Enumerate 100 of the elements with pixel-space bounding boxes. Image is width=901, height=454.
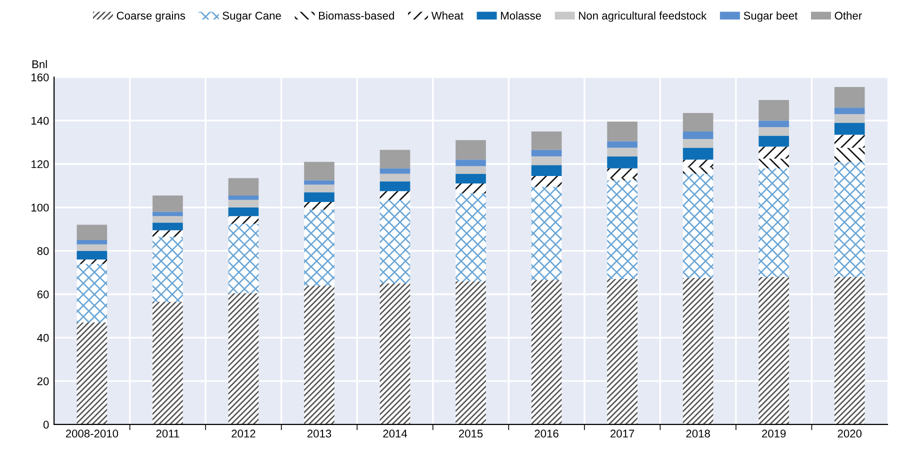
bar <box>607 148 638 156</box>
x-tick-label: 2008-2010 <box>66 430 118 438</box>
bar <box>758 146 789 159</box>
legend-label: Biomass-based <box>319 11 394 20</box>
bar <box>834 114 865 123</box>
bar <box>228 216 259 224</box>
bar <box>380 283 410 424</box>
legend-label: Non agricultural feedstock <box>579 11 707 22</box>
bar <box>834 122 865 135</box>
bar <box>607 279 638 424</box>
bar <box>834 162 865 277</box>
bar <box>456 193 486 282</box>
y-tick-label: 120 <box>32 160 49 168</box>
bar <box>682 131 714 140</box>
bar <box>76 250 108 260</box>
bar <box>758 158 789 168</box>
bar <box>456 184 486 194</box>
y-tick-label: 20 <box>37 377 49 386</box>
bar <box>152 216 183 223</box>
x-tick-label: 2019 <box>762 430 786 438</box>
bar <box>758 100 789 121</box>
bar <box>682 160 714 168</box>
bar <box>152 195 183 212</box>
bar <box>456 174 486 184</box>
x-tick-label: 2014 <box>383 430 408 438</box>
bar <box>152 212 183 216</box>
bar <box>758 168 789 277</box>
bar <box>152 236 183 302</box>
y-tick-label: 0 <box>43 420 49 429</box>
bar <box>758 136 789 147</box>
x-tick-label: 2020 <box>838 430 862 438</box>
x-tick-label: 2011 <box>156 430 180 438</box>
bar <box>380 191 410 200</box>
bar <box>304 180 334 185</box>
bar <box>228 200 259 208</box>
bar <box>228 224 259 294</box>
legend-label: Other <box>834 11 862 20</box>
y-tick-label: 80 <box>37 247 49 255</box>
bar <box>834 134 865 148</box>
bar <box>682 112 714 132</box>
bar <box>531 131 562 150</box>
bar <box>531 280 562 424</box>
bar <box>76 224 108 240</box>
bar <box>228 178 259 196</box>
bar <box>531 165 562 176</box>
bar <box>456 140 486 160</box>
x-tick-label: 2018 <box>686 430 710 438</box>
bar <box>682 174 714 278</box>
bar <box>834 108 865 114</box>
bar <box>682 148 714 160</box>
bar <box>228 293 259 424</box>
y-tick-label: 60 <box>37 290 49 298</box>
bar <box>76 240 108 244</box>
legend-label: Sugar Cane <box>222 12 281 22</box>
bar <box>682 139 714 148</box>
bar <box>76 264 108 322</box>
bar <box>682 278 714 424</box>
bar <box>380 181 410 192</box>
bar <box>380 200 410 284</box>
x-tick-label: 2013 <box>307 430 332 438</box>
bar <box>152 222 183 230</box>
legend-label: Wheat <box>431 11 464 20</box>
x-tick-label: 2015 <box>458 430 483 438</box>
y-axis-title: Bnl <box>32 60 47 68</box>
bar <box>152 302 183 424</box>
y-tick-label: 160 <box>32 73 49 82</box>
bar <box>758 120 789 128</box>
legend-label: Molasse <box>501 11 541 20</box>
bar <box>76 322 108 424</box>
x-tick-label: 2017 <box>610 430 634 438</box>
y-tick-label: 100 <box>32 204 49 212</box>
bar <box>304 210 334 286</box>
y-tick-label: 140 <box>32 116 49 125</box>
bar <box>607 156 638 168</box>
bar <box>531 150 562 156</box>
bar <box>76 244 108 251</box>
bar <box>758 127 789 136</box>
bar <box>758 276 789 424</box>
bar <box>228 195 259 200</box>
bar <box>531 176 562 187</box>
x-tick-label: 2012 <box>232 430 256 438</box>
bar <box>304 162 334 180</box>
bar <box>304 286 334 424</box>
bar <box>531 156 562 166</box>
bar <box>380 168 410 174</box>
legend-label: Sugar beet <box>744 11 798 22</box>
legend-label: Coarse grains <box>116 11 186 22</box>
bar <box>456 160 486 166</box>
bar <box>456 166 486 174</box>
bar <box>834 148 865 162</box>
bar <box>380 174 410 182</box>
bar <box>304 192 334 202</box>
bar <box>152 230 183 237</box>
y-tick-label: 40 <box>37 334 49 342</box>
bar <box>834 276 865 424</box>
bar <box>834 86 865 108</box>
bar <box>607 168 638 178</box>
bar <box>304 202 334 210</box>
x-tick-label: 2016 <box>534 430 558 438</box>
bar <box>304 184 334 192</box>
